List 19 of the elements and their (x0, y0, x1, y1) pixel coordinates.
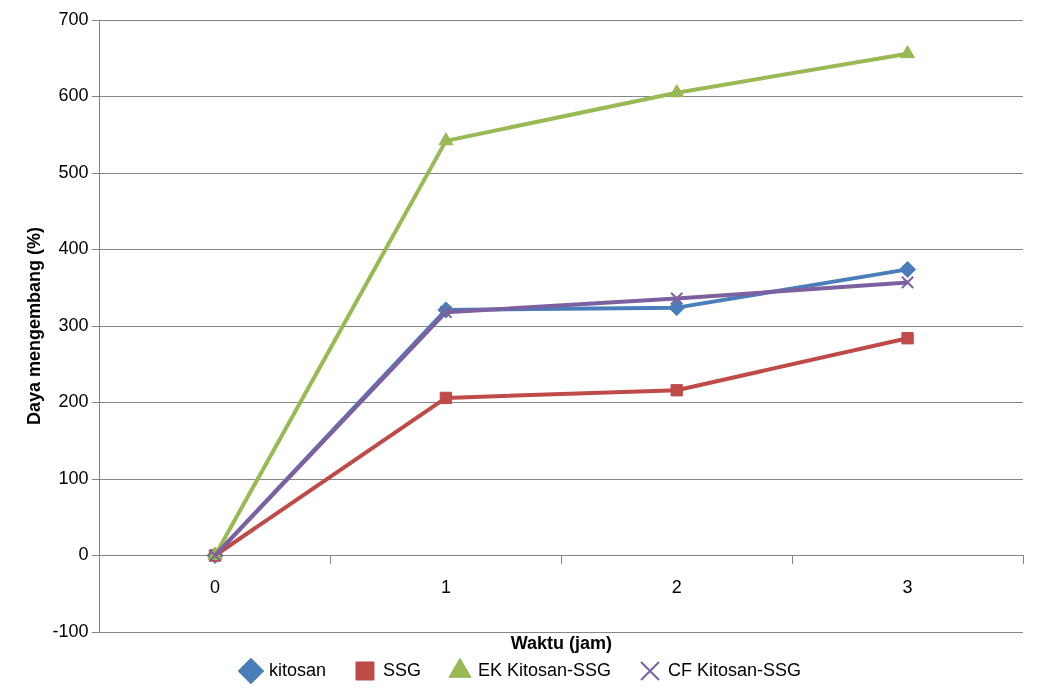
y-tick-label: 700 (58, 8, 89, 29)
y-axis-title: Daya mengembang (%) (23, 226, 44, 426)
legend-label: kitosan (268, 659, 326, 680)
legend-label: SSG (382, 659, 421, 680)
y-tick-label: 200 (58, 391, 89, 412)
y-tick-label: 500 (58, 161, 89, 182)
x-axis-title: Waktu (jam) (510, 632, 612, 653)
x-tick-label: 3 (902, 577, 913, 598)
legend-label: EK Kitosan-SSG (477, 659, 612, 680)
y-tick-label: 100 (58, 467, 89, 488)
y-tick-label: 400 (58, 238, 89, 259)
legend-label: CF Kitosan-SSG (668, 659, 802, 680)
y-tick-label: 300 (58, 314, 89, 335)
x-tick-label: 0 (210, 577, 221, 598)
y-tick-label: 600 (58, 85, 89, 106)
y-tick-label: 0 (78, 544, 89, 565)
x-tick-label: 1 (440, 577, 451, 598)
x-tick-label: 2 (671, 577, 682, 598)
y-tick-label: -100 (52, 620, 89, 641)
